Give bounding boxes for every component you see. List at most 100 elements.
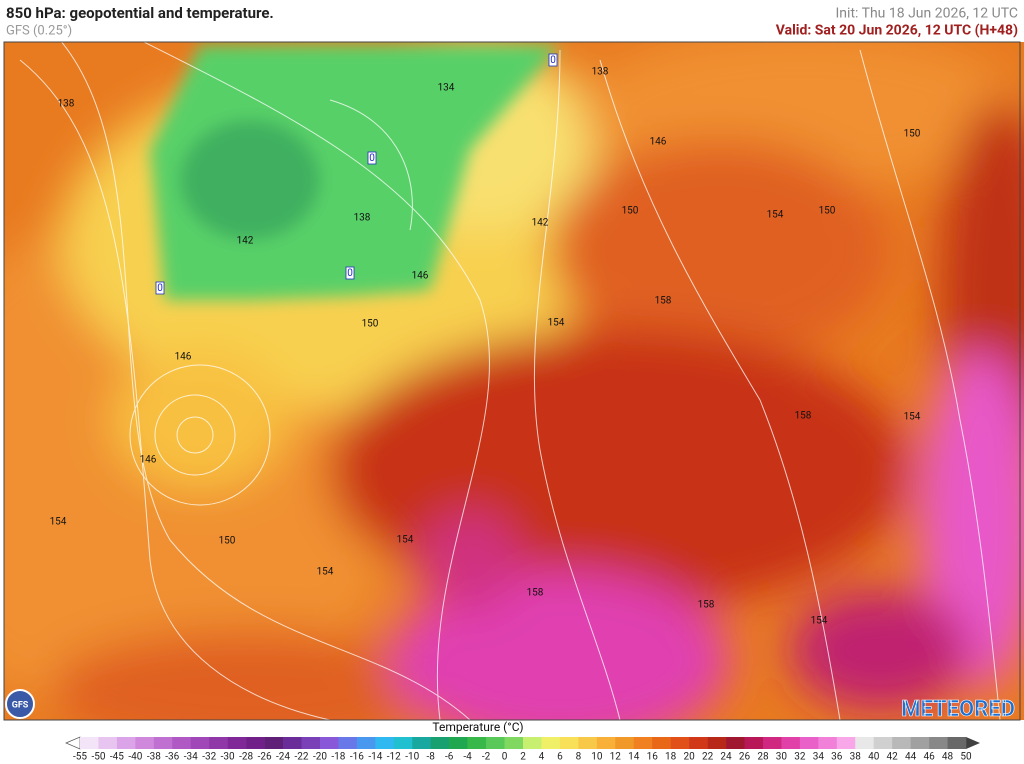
colorbar-swatch bbox=[726, 737, 745, 749]
contour-label: 138 bbox=[58, 99, 75, 110]
colorbar-swatch bbox=[744, 737, 764, 749]
colorbar-tick-label: 4 bbox=[539, 752, 545, 763]
colorbar-high-arrow bbox=[966, 737, 980, 749]
isotherm-label-box bbox=[345, 266, 355, 280]
colorbar-tick-label: 30 bbox=[776, 752, 788, 763]
colorbar-swatch bbox=[855, 737, 875, 749]
colorbar-swatch bbox=[393, 737, 413, 749]
colorbar-swatch bbox=[283, 737, 302, 749]
contour-label: 154 bbox=[50, 517, 67, 528]
colorbar-tick-label: -18 bbox=[331, 752, 345, 763]
colorbar-swatch bbox=[135, 737, 155, 749]
contour-label: 146 bbox=[650, 137, 667, 148]
colorbar: -55 -50 -45 -40 -38 -36 -34 -32 -30 -28 -26 -24 -22-… bbox=[73, 737, 972, 763]
colorbar-swatch bbox=[449, 737, 468, 749]
contour-label: 154 bbox=[317, 567, 334, 578]
contour-label: 154 bbox=[811, 616, 828, 627]
colorbar-tick-label: 28 bbox=[757, 752, 769, 763]
colorbar-tick-label: -55 bbox=[73, 752, 87, 763]
contour-label: 142 bbox=[237, 236, 254, 247]
colorbar-swatch bbox=[467, 737, 487, 749]
colorbar-tick-label: -2 bbox=[482, 752, 491, 763]
colorbar-swatch bbox=[689, 737, 708, 749]
colorbar-tick-label: -34 bbox=[184, 752, 198, 763]
colorbar-tick-label: -45 bbox=[110, 752, 124, 763]
contour-label: 138 bbox=[592, 67, 609, 78]
colorbar-swatch bbox=[412, 737, 432, 749]
colorbar-swatch bbox=[652, 737, 671, 749]
colorbar-swatch bbox=[541, 737, 561, 749]
colorbar-tick-label: 8 bbox=[576, 752, 582, 763]
colorbar-tick-label: 22 bbox=[702, 752, 714, 763]
contour-label: 146 bbox=[175, 352, 192, 363]
isotherm-label: 0 bbox=[347, 268, 353, 279]
colorbar-tick-label: 34 bbox=[813, 752, 825, 763]
colorbar-tick-label: 40 bbox=[868, 752, 880, 763]
colorbar-tick-label: -26 bbox=[258, 752, 272, 763]
colorbar-swatch bbox=[559, 737, 579, 749]
colorbar-tick-label: -22 bbox=[294, 752, 308, 763]
colorbar-tick-label: -6 bbox=[445, 752, 454, 763]
colorbar-tick-label: 10 bbox=[591, 752, 603, 763]
colorbar-swatch bbox=[153, 737, 173, 749]
colorbar-swatch bbox=[818, 737, 838, 749]
colorbar-swatch bbox=[375, 737, 395, 749]
colorbar-swatch bbox=[596, 737, 616, 749]
colorbar-tick-label: -50 bbox=[91, 752, 105, 763]
colorbar-swatch bbox=[319, 737, 339, 749]
colorbar-swatch bbox=[338, 737, 358, 749]
contour-labels: 138 134 138 146 150 0 138 142 150 154 150 142 0 146 0 1… bbox=[50, 53, 921, 627]
isotherm-label: 0 bbox=[369, 153, 375, 164]
isotherm-label-box bbox=[155, 281, 165, 295]
contour-label: 158 bbox=[698, 600, 715, 611]
colorbar-tick-label: 24 bbox=[720, 752, 732, 763]
init-time: Init: Thu 18 Jun 2026, 12 UTC bbox=[836, 6, 1019, 22]
colorbar-swatch bbox=[80, 737, 99, 749]
colorbar-tick-label: 2 bbox=[520, 752, 526, 763]
colorbar-tick-label: -40 bbox=[128, 752, 142, 763]
colorbar-swatch bbox=[98, 737, 118, 749]
brand-logo: METEORED bbox=[901, 697, 1015, 722]
colorbar-tick-label: 16 bbox=[647, 752, 659, 763]
colorbar-tick-label: 42 bbox=[887, 752, 899, 763]
colorbar-tick-label: 18 bbox=[665, 752, 677, 763]
colorbar-tick-label: 36 bbox=[831, 752, 843, 763]
colorbar-swatch bbox=[430, 737, 450, 749]
isotherm-label-box bbox=[367, 151, 377, 165]
colorbar-tick-label: -12 bbox=[387, 752, 401, 763]
colorbar-tick-label: -38 bbox=[147, 752, 161, 763]
colorbar-tick-label: -14 bbox=[368, 752, 382, 763]
colorbar-swatch bbox=[615, 737, 635, 749]
colorbar-tick-label: 48 bbox=[942, 752, 954, 763]
colorbar-swatch bbox=[762, 737, 782, 749]
contour-label: 138 bbox=[354, 213, 371, 224]
isotherm-label: 0 bbox=[157, 283, 163, 294]
colorbar-swatch bbox=[873, 737, 893, 749]
colorbar-tick-label: 0 bbox=[502, 752, 508, 763]
colorbar-tick-label: -10 bbox=[405, 752, 419, 763]
contour-label: 154 bbox=[767, 210, 784, 221]
contour-label: 150 bbox=[362, 319, 379, 330]
colorbar-swatch bbox=[578, 737, 598, 749]
contour-label: 158 bbox=[655, 296, 672, 307]
colorbar-swatch bbox=[209, 737, 228, 749]
contour-label: 146 bbox=[412, 271, 429, 282]
colorbar-tick-label: -32 bbox=[202, 752, 216, 763]
colorbar-swatch bbox=[929, 737, 948, 749]
colorbar-swatch bbox=[246, 737, 265, 749]
colorbar-swatch bbox=[301, 737, 321, 749]
colorbar-tick-label: -36 bbox=[165, 752, 179, 763]
contour-label: 154 bbox=[397, 535, 414, 546]
colorbar-tick-label: 44 bbox=[905, 752, 917, 763]
colorbar-tick-label: 26 bbox=[739, 752, 751, 763]
contour-label: 142 bbox=[532, 218, 549, 229]
colorbar-swatch bbox=[227, 737, 247, 749]
map-area bbox=[4, 42, 1024, 720]
isotherm-label-box bbox=[548, 53, 558, 67]
colorbar-swatch bbox=[781, 737, 801, 749]
colorbar-swatch bbox=[836, 737, 856, 749]
colorbar-tick-label: -30 bbox=[221, 752, 235, 763]
contour-label: 134 bbox=[438, 83, 455, 94]
colorbar-swatch bbox=[910, 737, 930, 749]
